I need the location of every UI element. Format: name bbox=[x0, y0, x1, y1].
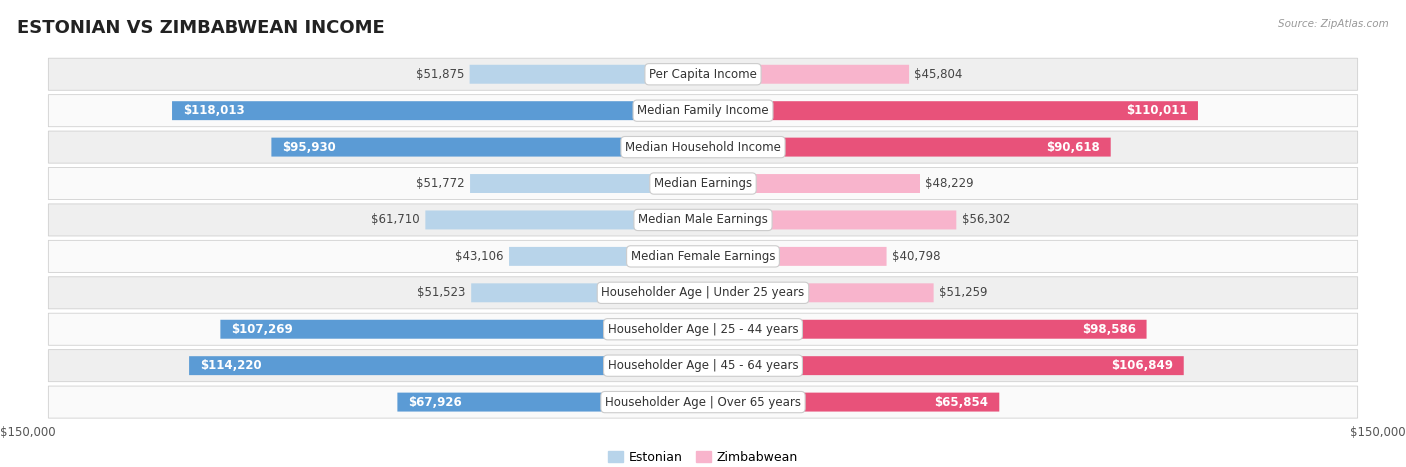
Text: ESTONIAN VS ZIMBABWEAN INCOME: ESTONIAN VS ZIMBABWEAN INCOME bbox=[17, 19, 385, 37]
Text: Median Household Income: Median Household Income bbox=[626, 141, 780, 154]
Text: $110,011: $110,011 bbox=[1126, 104, 1187, 117]
FancyBboxPatch shape bbox=[470, 174, 703, 193]
FancyBboxPatch shape bbox=[703, 138, 1111, 156]
FancyBboxPatch shape bbox=[703, 393, 1000, 411]
Text: $48,229: $48,229 bbox=[925, 177, 974, 190]
Text: Householder Age | Over 65 years: Householder Age | Over 65 years bbox=[605, 396, 801, 409]
FancyBboxPatch shape bbox=[703, 247, 887, 266]
Text: $51,875: $51,875 bbox=[416, 68, 464, 81]
FancyBboxPatch shape bbox=[188, 356, 703, 375]
Text: Median Family Income: Median Family Income bbox=[637, 104, 769, 117]
Text: $95,930: $95,930 bbox=[283, 141, 336, 154]
Text: $51,523: $51,523 bbox=[418, 286, 465, 299]
Text: $106,849: $106,849 bbox=[1111, 359, 1173, 372]
FancyBboxPatch shape bbox=[703, 320, 1146, 339]
Text: Source: ZipAtlas.com: Source: ZipAtlas.com bbox=[1278, 19, 1389, 28]
FancyBboxPatch shape bbox=[48, 350, 1358, 382]
Text: Householder Age | Under 25 years: Householder Age | Under 25 years bbox=[602, 286, 804, 299]
Text: $40,798: $40,798 bbox=[891, 250, 941, 263]
FancyBboxPatch shape bbox=[703, 283, 934, 302]
Text: $56,302: $56,302 bbox=[962, 213, 1010, 226]
Text: Per Capita Income: Per Capita Income bbox=[650, 68, 756, 81]
FancyBboxPatch shape bbox=[48, 95, 1358, 127]
FancyBboxPatch shape bbox=[471, 283, 703, 302]
FancyBboxPatch shape bbox=[703, 174, 920, 193]
FancyBboxPatch shape bbox=[703, 65, 910, 84]
FancyBboxPatch shape bbox=[48, 168, 1358, 199]
FancyBboxPatch shape bbox=[48, 313, 1358, 345]
Text: $67,926: $67,926 bbox=[408, 396, 463, 409]
Legend: Estonian, Zimbabwean: Estonian, Zimbabwean bbox=[603, 446, 803, 467]
Text: $114,220: $114,220 bbox=[200, 359, 262, 372]
FancyBboxPatch shape bbox=[48, 386, 1358, 418]
FancyBboxPatch shape bbox=[426, 211, 703, 229]
FancyBboxPatch shape bbox=[48, 277, 1358, 309]
FancyBboxPatch shape bbox=[48, 204, 1358, 236]
FancyBboxPatch shape bbox=[703, 356, 1184, 375]
Text: $51,259: $51,259 bbox=[939, 286, 987, 299]
Text: $43,106: $43,106 bbox=[456, 250, 503, 263]
FancyBboxPatch shape bbox=[48, 131, 1358, 163]
Text: $65,854: $65,854 bbox=[935, 396, 988, 409]
FancyBboxPatch shape bbox=[48, 241, 1358, 272]
FancyBboxPatch shape bbox=[48, 58, 1358, 90]
Text: Median Earnings: Median Earnings bbox=[654, 177, 752, 190]
Text: $61,710: $61,710 bbox=[371, 213, 420, 226]
Text: $45,804: $45,804 bbox=[914, 68, 963, 81]
Text: Householder Age | 45 - 64 years: Householder Age | 45 - 64 years bbox=[607, 359, 799, 372]
Text: Median Female Earnings: Median Female Earnings bbox=[631, 250, 775, 263]
FancyBboxPatch shape bbox=[221, 320, 703, 339]
FancyBboxPatch shape bbox=[398, 393, 703, 411]
Text: $118,013: $118,013 bbox=[183, 104, 245, 117]
Text: Median Male Earnings: Median Male Earnings bbox=[638, 213, 768, 226]
Text: Householder Age | 25 - 44 years: Householder Age | 25 - 44 years bbox=[607, 323, 799, 336]
FancyBboxPatch shape bbox=[172, 101, 703, 120]
Text: $51,772: $51,772 bbox=[416, 177, 464, 190]
FancyBboxPatch shape bbox=[703, 211, 956, 229]
FancyBboxPatch shape bbox=[470, 65, 703, 84]
Text: $107,269: $107,269 bbox=[231, 323, 292, 336]
Text: $98,586: $98,586 bbox=[1081, 323, 1136, 336]
FancyBboxPatch shape bbox=[271, 138, 703, 156]
Text: $90,618: $90,618 bbox=[1046, 141, 1099, 154]
FancyBboxPatch shape bbox=[509, 247, 703, 266]
FancyBboxPatch shape bbox=[703, 101, 1198, 120]
